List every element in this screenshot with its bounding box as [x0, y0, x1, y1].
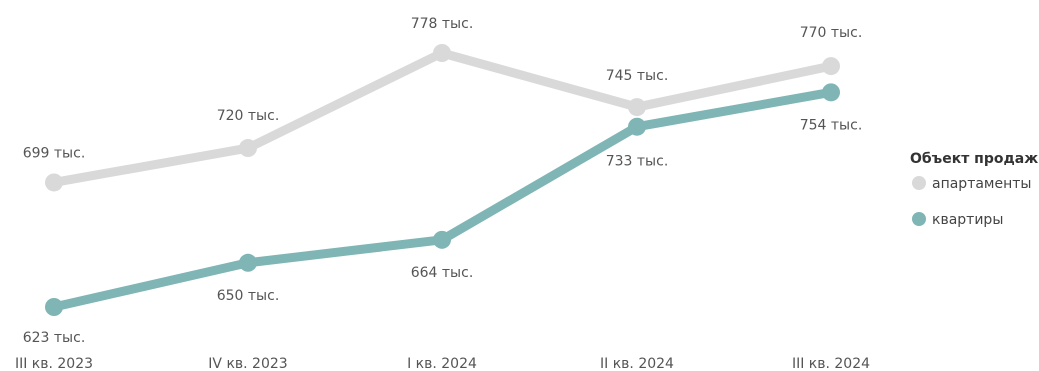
- x-tick-label: III кв. 2024: [792, 356, 870, 371]
- data-label: 650 тыс.: [217, 288, 280, 304]
- data-point: [433, 44, 451, 62]
- data-label: 733 тыс.: [606, 154, 669, 170]
- data-label: 770 тыс.: [800, 25, 863, 41]
- data-label: 778 тыс.: [411, 16, 474, 32]
- x-tick-label: I кв. 2024: [407, 356, 477, 371]
- legend-item-label: апартаменты: [932, 176, 1031, 192]
- legend-item-label: квартиры: [932, 212, 1003, 228]
- data-point: [433, 230, 451, 249]
- series-layer: [45, 44, 840, 316]
- legend: Объект продаж апартаменты квартиры: [910, 151, 1038, 228]
- legend-marker: [912, 212, 926, 226]
- data-point: [45, 298, 63, 316]
- data-point: [822, 83, 840, 102]
- data-point: [628, 98, 646, 117]
- data-label: 699 тыс.: [23, 145, 86, 161]
- data-point: [239, 253, 257, 272]
- x-tick-label: II кв. 2024: [600, 356, 674, 371]
- legend-title: Объект продаж: [910, 151, 1038, 167]
- data-point: [822, 57, 840, 76]
- data-label: 754 тыс.: [800, 117, 863, 133]
- data-point: [628, 117, 646, 136]
- x-tick-label: III кв. 2023: [15, 356, 93, 371]
- data-label: 745 тыс.: [606, 68, 669, 84]
- data-labels: 699 тыс. 720 тыс. 778 тыс. 745 тыс. 770 тыс.…: [23, 16, 863, 346]
- series-line-1: [49, 48, 836, 187]
- data-label: 623 тыс.: [23, 330, 86, 346]
- data-label: 664 тыс.: [411, 265, 474, 281]
- data-point: [45, 173, 63, 192]
- x-axis: III кв. 2023 IV кв. 2023 I кв. 2024 II кв. …: [15, 356, 870, 371]
- data-label: 720 тыс.: [217, 108, 280, 124]
- data-point: [239, 139, 257, 158]
- x-tick-label: IV кв. 2023: [208, 356, 287, 371]
- legend-marker: [912, 176, 926, 190]
